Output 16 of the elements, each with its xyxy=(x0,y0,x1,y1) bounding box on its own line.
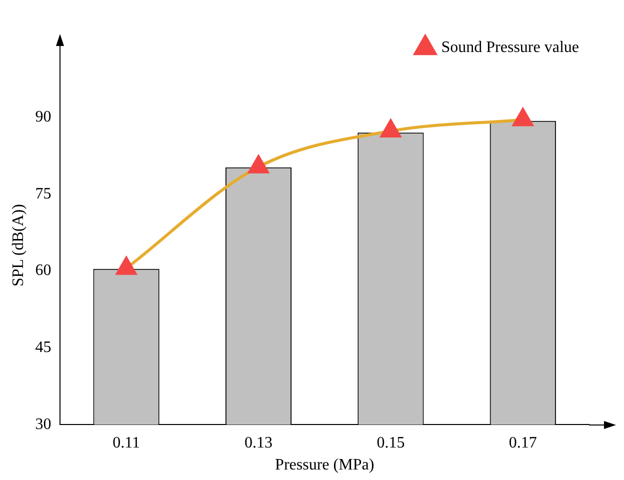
y-tick-label: 60 xyxy=(35,262,52,280)
x-tick-label: 0.17 xyxy=(508,434,537,452)
x-tick-label: 0.13 xyxy=(244,434,272,452)
y-tick-label: 45 xyxy=(35,338,52,356)
y-tick-label: 30 xyxy=(35,416,52,433)
y-tick-label: 90 xyxy=(35,108,52,126)
legend-label: Sound Pressure value xyxy=(441,39,580,56)
x-tick-label: 0.15 xyxy=(376,434,405,452)
point xyxy=(512,108,534,126)
point xyxy=(380,120,401,138)
y-tick-label: 75 xyxy=(35,185,52,202)
x-axis-title: Pressure (MPa) xyxy=(275,456,374,474)
y-axis-title: SPL (dB(A)) xyxy=(10,204,27,287)
point xyxy=(248,155,269,174)
point xyxy=(116,256,136,275)
x-tick-label: 0.11 xyxy=(112,434,140,452)
